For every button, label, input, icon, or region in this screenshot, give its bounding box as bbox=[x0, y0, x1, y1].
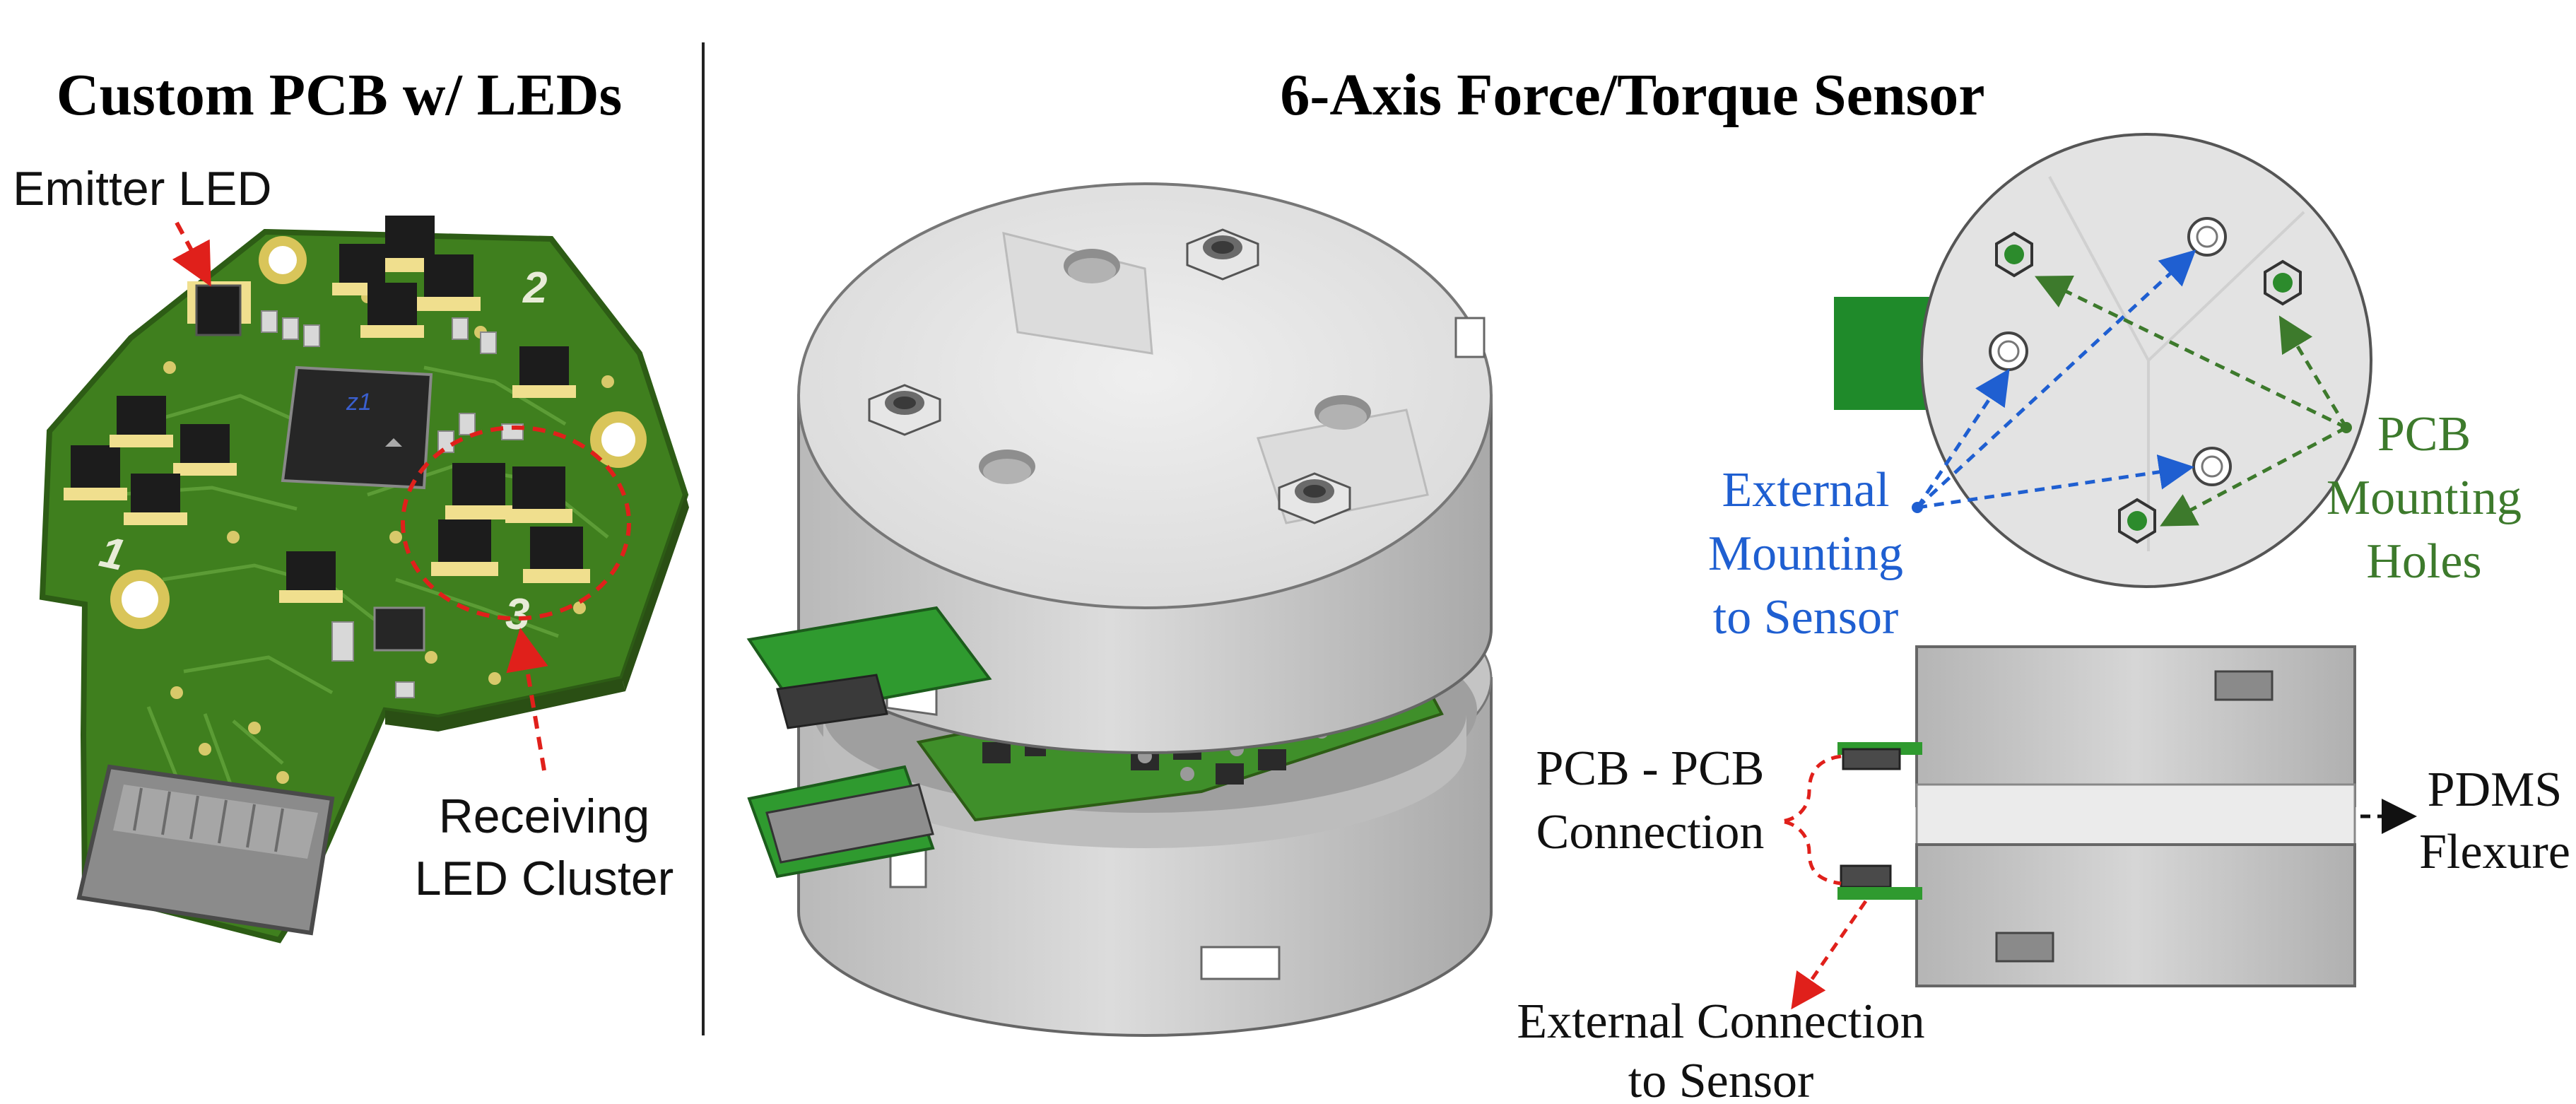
pcb-mounting-hole bbox=[110, 570, 170, 629]
sensor-top-view bbox=[1834, 133, 2372, 588]
external-mounting-label-line2: Mounting bbox=[1708, 527, 1903, 581]
pcb-connection-label-line2: Connection bbox=[1536, 805, 1765, 859]
side-view-upper-pcb bbox=[1837, 742, 1922, 770]
external-mounting-hole-top bbox=[1989, 331, 2028, 371]
receiving-led-cluster bbox=[431, 463, 590, 583]
pcb-mounting-label-line3: Holes bbox=[2366, 534, 2481, 589]
top-through-hole bbox=[1064, 249, 1120, 283]
external-connection-leader bbox=[1791, 900, 1868, 1010]
receiving-label-line1: Receiving bbox=[439, 789, 650, 843]
silk-number-2: 2 bbox=[522, 264, 547, 312]
small-ic bbox=[373, 606, 425, 652]
pcb-connection-label-line1: PCB - PCB bbox=[1536, 741, 1765, 796]
external-mounting-hole-top bbox=[2187, 217, 2227, 257]
threaded-insert bbox=[1186, 228, 1259, 281]
threaded-insert bbox=[868, 384, 941, 436]
pdms-label-line2: Flexure bbox=[2419, 825, 2570, 879]
pcb-connection-bracket bbox=[1780, 754, 1842, 886]
pcb-mounting-hole bbox=[259, 236, 307, 284]
receiving-label-line2: LED Cluster bbox=[415, 852, 674, 905]
external-mounting-label-line1: External bbox=[1722, 463, 1889, 517]
external-mounting-hole-top bbox=[2192, 447, 2232, 486]
top-through-hole bbox=[1315, 395, 1371, 430]
pcb-mounting-hole bbox=[590, 411, 647, 468]
silk-number-3: 3 bbox=[505, 590, 529, 639]
external-mounting-label-line3: to Sensor bbox=[1713, 590, 1899, 645]
fpc-connector bbox=[76, 764, 335, 936]
pcb-board: z1 bbox=[39, 216, 689, 944]
microcontroller-chip: z1 bbox=[281, 365, 433, 490]
led-group bbox=[64, 216, 576, 603]
pdms-flexure-layer bbox=[1915, 783, 2356, 853]
emitter-led-label: Emitter LED bbox=[13, 162, 272, 216]
threaded-insert bbox=[1278, 472, 1351, 524]
receiving-leader-arrow bbox=[506, 628, 548, 771]
sensor-side-view bbox=[1837, 645, 2356, 987]
emitter-led bbox=[187, 281, 251, 336]
top-through-hole bbox=[979, 450, 1035, 484]
side-view-lower-pcb bbox=[1837, 864, 1922, 900]
pdms-label-line1: PDMS bbox=[2428, 763, 2563, 817]
external-connection-label-line1: External Connection bbox=[1517, 994, 1924, 1049]
external-connection-label-line2: to Sensor bbox=[1628, 1054, 1814, 1104]
top-view-flex-tab bbox=[1834, 297, 1933, 410]
left-panel-title: Custom PCB w/ LEDs bbox=[57, 62, 622, 128]
pcb-mounting-label-line2: Mounting bbox=[2327, 471, 2522, 525]
pcb-mounting-hole-top bbox=[2118, 498, 2156, 544]
pcb-mounting-hole-top bbox=[1995, 231, 2033, 278]
external-mounting-leaders bbox=[1912, 249, 2196, 513]
pcb-mounting-leaders bbox=[2035, 276, 2352, 527]
receiving-cluster-highlight bbox=[401, 425, 631, 621]
external-flex-pcb bbox=[746, 606, 992, 879]
svg-text:z1: z1 bbox=[346, 389, 372, 416]
right-panel-title: 6-Axis Force/Torque Sensor bbox=[1280, 62, 1984, 128]
sensor-isometric-view bbox=[746, 182, 1493, 1037]
pcb-mounting-hole-top bbox=[2264, 259, 2302, 306]
pcb-mounting-label-line1: PCB bbox=[2377, 407, 2471, 462]
emitter-leader-arrow bbox=[172, 221, 211, 287]
